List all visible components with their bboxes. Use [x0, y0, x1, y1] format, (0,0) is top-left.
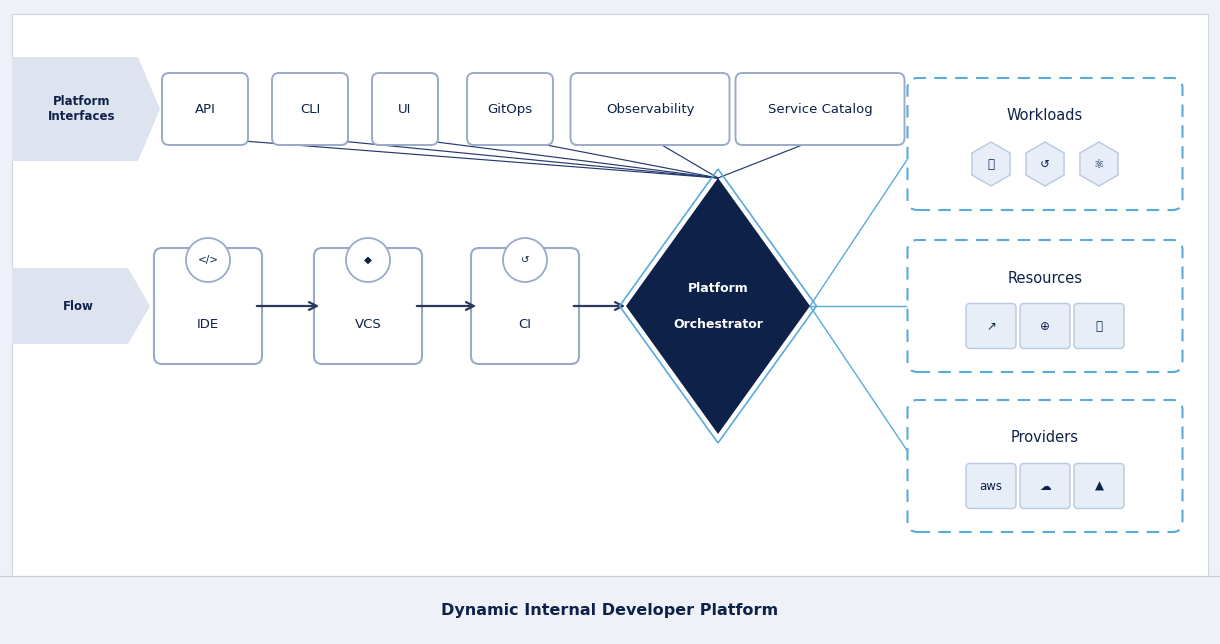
FancyBboxPatch shape: [966, 303, 1016, 348]
Text: Platform: Platform: [688, 281, 748, 294]
Text: CLI: CLI: [300, 102, 320, 115]
FancyBboxPatch shape: [1020, 303, 1070, 348]
Text: ↺: ↺: [521, 255, 529, 265]
FancyBboxPatch shape: [1074, 303, 1124, 348]
Polygon shape: [972, 142, 1010, 186]
FancyBboxPatch shape: [372, 73, 438, 145]
Polygon shape: [1080, 142, 1118, 186]
Text: VCS: VCS: [355, 317, 382, 330]
Text: Dynamic Internal Developer Platform: Dynamic Internal Developer Platform: [442, 603, 778, 618]
FancyBboxPatch shape: [0, 576, 1220, 644]
Circle shape: [503, 238, 547, 282]
FancyBboxPatch shape: [966, 464, 1016, 509]
Circle shape: [185, 238, 231, 282]
FancyBboxPatch shape: [1020, 464, 1070, 509]
FancyBboxPatch shape: [272, 73, 348, 145]
FancyBboxPatch shape: [162, 73, 248, 145]
FancyBboxPatch shape: [154, 248, 262, 364]
Polygon shape: [626, 178, 810, 434]
Text: Observability: Observability: [606, 102, 694, 115]
Text: Providers: Providers: [1011, 430, 1078, 446]
FancyBboxPatch shape: [314, 248, 422, 364]
Text: UI: UI: [398, 102, 411, 115]
Text: Flow: Flow: [62, 299, 94, 312]
Text: ↺: ↺: [1041, 158, 1050, 171]
Text: GitOps: GitOps: [488, 102, 533, 115]
Circle shape: [346, 238, 390, 282]
Text: Workloads: Workloads: [1006, 108, 1083, 124]
Text: ▲: ▲: [1094, 480, 1104, 493]
Text: ⚛: ⚛: [1094, 158, 1104, 171]
FancyBboxPatch shape: [736, 73, 904, 145]
Text: 🐦: 🐦: [1096, 319, 1103, 332]
FancyBboxPatch shape: [1074, 464, 1124, 509]
Text: API: API: [194, 102, 216, 115]
Text: ☁: ☁: [1039, 480, 1050, 493]
Text: Service Catalog: Service Catalog: [767, 102, 872, 115]
Text: aws: aws: [980, 480, 1003, 493]
Text: Platform
Interfaces: Platform Interfaces: [49, 95, 116, 123]
Text: 🐍: 🐍: [987, 158, 994, 171]
FancyBboxPatch shape: [571, 73, 730, 145]
Text: CI: CI: [518, 317, 532, 330]
FancyBboxPatch shape: [471, 248, 580, 364]
Text: ⊕: ⊕: [1041, 319, 1050, 332]
Text: IDE: IDE: [196, 317, 220, 330]
Polygon shape: [1026, 142, 1064, 186]
Text: </>: </>: [198, 255, 218, 265]
FancyBboxPatch shape: [908, 78, 1182, 210]
Text: ◆: ◆: [364, 255, 372, 265]
Text: Resources: Resources: [1008, 270, 1082, 285]
FancyBboxPatch shape: [12, 14, 1208, 576]
Text: Orchestrator: Orchestrator: [673, 317, 762, 330]
FancyBboxPatch shape: [908, 400, 1182, 532]
Text: ↗: ↗: [986, 319, 996, 332]
Polygon shape: [12, 57, 160, 161]
FancyBboxPatch shape: [467, 73, 553, 145]
Polygon shape: [12, 268, 150, 344]
FancyBboxPatch shape: [908, 240, 1182, 372]
